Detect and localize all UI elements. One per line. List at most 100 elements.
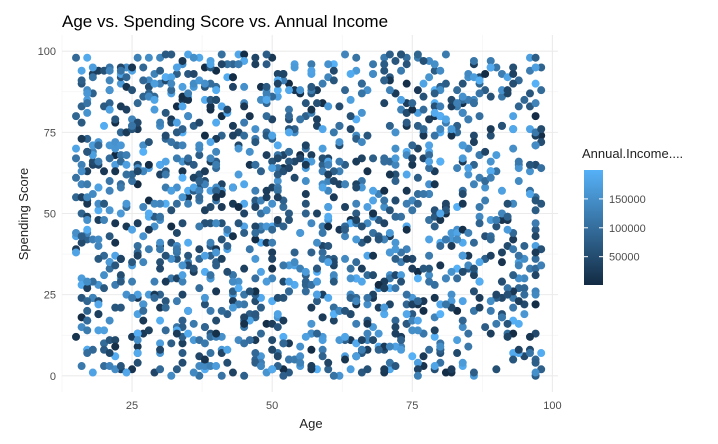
data-point <box>195 53 204 62</box>
data-point <box>105 76 114 85</box>
data-point <box>324 358 333 367</box>
data-point <box>251 336 260 345</box>
data-point <box>184 154 193 163</box>
data-point <box>122 199 131 208</box>
data-point <box>469 180 478 189</box>
data-point <box>195 118 204 127</box>
data-point <box>139 300 148 309</box>
data-point <box>486 56 495 65</box>
data-point <box>150 79 159 88</box>
data-point <box>385 342 394 351</box>
data-point <box>408 254 417 263</box>
data-point <box>290 173 299 182</box>
chart-title: Age vs. Spending Score vs. Annual Income <box>62 12 388 31</box>
data-point <box>531 53 540 62</box>
data-point <box>228 73 237 82</box>
data-point <box>301 190 310 199</box>
data-point <box>453 349 462 358</box>
data-point <box>273 86 282 95</box>
data-point <box>335 306 344 315</box>
data-point <box>531 225 540 234</box>
data-point <box>385 206 394 215</box>
data-point <box>318 228 327 237</box>
data-point <box>447 365 456 374</box>
data-point <box>413 297 422 306</box>
data-point <box>397 95 406 104</box>
data-point <box>178 141 187 150</box>
data-point <box>178 316 187 325</box>
data-point <box>341 306 350 315</box>
data-point <box>268 225 277 234</box>
data-point <box>391 170 400 179</box>
data-point <box>268 131 277 140</box>
data-point <box>352 319 361 328</box>
data-point <box>301 287 310 296</box>
data-point <box>531 254 540 263</box>
data-point <box>441 300 450 309</box>
data-point <box>363 365 372 374</box>
data-point <box>458 358 467 367</box>
data-point <box>178 339 187 348</box>
data-point <box>284 339 293 348</box>
data-point <box>72 173 81 182</box>
data-point <box>464 228 473 237</box>
data-point <box>525 332 534 341</box>
data-point <box>161 251 170 260</box>
data-point <box>352 53 361 62</box>
data-point <box>391 284 400 293</box>
data-point <box>369 336 378 345</box>
data-point <box>144 138 153 147</box>
data-point <box>262 206 271 215</box>
data-point <box>441 115 450 124</box>
data-point <box>436 310 445 319</box>
data-point <box>156 245 165 254</box>
data-point <box>391 128 400 137</box>
data-point <box>296 115 305 124</box>
data-point <box>206 362 215 371</box>
data-point <box>458 316 467 325</box>
data-point <box>436 66 445 75</box>
data-point <box>447 267 456 276</box>
data-point <box>150 105 159 114</box>
data-point <box>284 86 293 95</box>
data-point <box>83 215 92 224</box>
data-point <box>105 186 114 195</box>
data-point <box>313 297 322 306</box>
data-point <box>531 368 540 377</box>
data-point <box>273 215 282 224</box>
data-point <box>520 95 529 104</box>
data-point <box>172 118 181 127</box>
data-point <box>525 349 534 358</box>
data-point <box>537 349 546 358</box>
data-point <box>402 199 411 208</box>
data-point <box>251 235 260 244</box>
data-point <box>329 128 338 137</box>
data-point <box>341 50 350 59</box>
data-point <box>240 228 249 237</box>
data-point <box>341 332 350 341</box>
data-point <box>514 102 523 111</box>
data-point <box>189 53 198 62</box>
data-point <box>251 222 260 231</box>
data-point <box>318 183 327 192</box>
data-point <box>167 79 176 88</box>
data-point <box>240 319 249 328</box>
data-point <box>436 300 445 309</box>
data-point <box>228 183 237 192</box>
data-point <box>245 336 254 345</box>
data-point <box>268 336 277 345</box>
data-point <box>413 86 422 95</box>
data-point <box>268 238 277 247</box>
data-point <box>509 79 518 88</box>
data-point <box>324 365 333 374</box>
data-point <box>268 248 277 257</box>
data-point <box>357 138 366 147</box>
data-point <box>167 118 176 127</box>
data-point <box>133 53 142 62</box>
data-point <box>268 345 277 354</box>
data-point <box>514 177 523 186</box>
data-point <box>537 63 546 72</box>
data-point <box>144 225 153 234</box>
y-axis-title: Spending Score <box>16 168 31 261</box>
data-point <box>357 108 366 117</box>
